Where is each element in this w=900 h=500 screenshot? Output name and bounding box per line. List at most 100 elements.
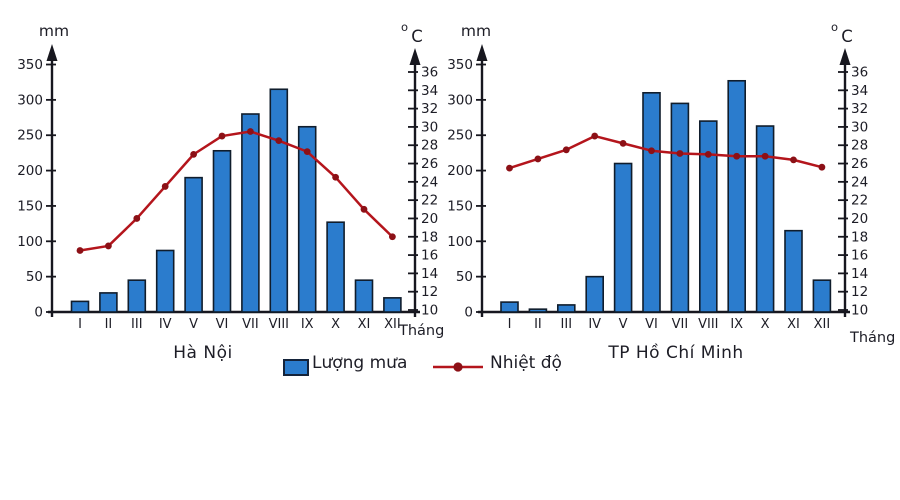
rain-bar [269,88,289,313]
legend-rain-label: Lượng mưa [312,353,408,373]
temp-tick-label: 22 [421,193,438,209]
temp-tick-label: 30 [421,119,438,135]
month-label: IX [301,317,314,332]
rain-tick-label: 300 [17,92,43,108]
rain-bar [184,176,203,313]
month-label: III [561,317,573,332]
month-label: I [78,317,82,332]
month-label: XII [814,317,831,332]
legend-temp-label: Nhiệt độ [490,353,562,373]
temp-point [360,205,368,213]
temp-point [790,156,797,164]
temp-tick-label: 12 [421,284,438,300]
temp-tick-label: 18 [851,229,868,245]
month-label: II [534,317,542,332]
temp-point [218,132,226,140]
month-label: IV [159,317,172,332]
rain-axis-arrow-icon [46,44,58,61]
rain-bar [127,279,147,313]
month-label: V [619,317,628,332]
temp-point [247,128,254,135]
temp-point [761,152,769,160]
temp-point [534,155,542,163]
legend-temp-line-icon [433,362,483,372]
temp-tick-label: 10 [421,303,438,319]
temp-tick-label: 24 [421,174,438,190]
rain-bar [556,304,576,313]
chart-title-hcmc: TP Hồ Chí Minh [608,343,744,363]
rain-bar [528,308,548,313]
temp-tick-label: 18 [421,229,438,245]
month-label: XII [384,317,401,332]
month-label: IX [730,317,743,332]
temp-tick-label: 16 [851,248,868,264]
temp-point [190,150,198,158]
temp-axis-unit-label: C [841,27,853,46]
temp-tick-label: 14 [851,266,868,282]
temp-point [506,164,513,172]
rain-tick-label: 100 [447,234,473,250]
temp-tick-label: 22 [851,193,868,209]
month-label: VII [242,317,259,332]
temp-point [133,215,141,222]
month-label: XI [358,317,371,332]
rain-bar [99,292,118,313]
temp-tick-label: 30 [851,119,868,135]
month-label: XI [787,317,800,332]
rain-bar [755,125,775,313]
temp-point [161,183,169,190]
temp-tick-label: 12 [851,284,868,300]
temp-point [733,152,741,160]
temp-axis-arrow-icon [409,48,421,65]
rain-tick-label: 250 [447,128,473,144]
charts-svg: 0501001502002503003501012141618202224262… [17,20,895,346]
temp-axis-arrow-icon [839,48,851,65]
temp-tick-label: 32 [851,101,868,117]
rain-tick-label: 150 [17,198,43,214]
temp-point [332,173,339,181]
month-axis-label: Tháng [849,330,895,346]
rain-tick-label: 0 [464,305,473,321]
rain-tick-label: 50 [26,269,43,285]
temp-point [562,146,570,154]
rain-axis-unit-label: mm [39,22,69,40]
rain-bar [613,162,633,313]
rain-tick-label: 350 [17,57,43,73]
temp-tick-label: 34 [851,83,868,99]
temp-tick-label: 32 [421,101,438,117]
rain-tick-label: 200 [17,163,43,179]
temp-tick-label: 20 [851,211,868,227]
rain-tick-label: 100 [17,234,43,250]
rain-bar [500,301,519,313]
rain-bar [70,300,90,313]
temp-tick-label: 28 [421,138,438,154]
temp-tick-label: 26 [851,156,868,172]
rain-bar [698,120,718,313]
month-axis-label: Tháng [398,323,444,339]
month-label: I [508,317,512,332]
rain-tick-label: 350 [447,57,473,73]
month-label: IV [588,317,601,332]
temp-point [648,147,655,155]
temp-tick-label: 36 [421,64,438,80]
temp-point [275,137,283,145]
rain-bar [642,91,661,313]
temp-tick-label: 14 [421,266,438,282]
rain-bar [155,249,175,313]
legend-dot [453,362,463,372]
temp-tick-label: 26 [421,156,438,172]
temp-line [79,130,394,252]
rain-tick-label: 250 [17,128,43,144]
rain-bar [670,102,690,313]
temp-point [818,163,826,171]
temp-tick-label: 10 [851,303,868,319]
rain-tick-label: 0 [34,305,43,321]
rain-bar [585,275,605,313]
temp-tick-label: 24 [851,174,868,190]
rain-bar [326,221,345,313]
rain-tick-label: 150 [447,198,473,214]
temp-tick-label: 20 [421,211,438,227]
chart-title-hanoi: Hà Nội [173,343,233,363]
rain-axis-arrow-icon [476,44,488,61]
temp-point [704,150,712,158]
